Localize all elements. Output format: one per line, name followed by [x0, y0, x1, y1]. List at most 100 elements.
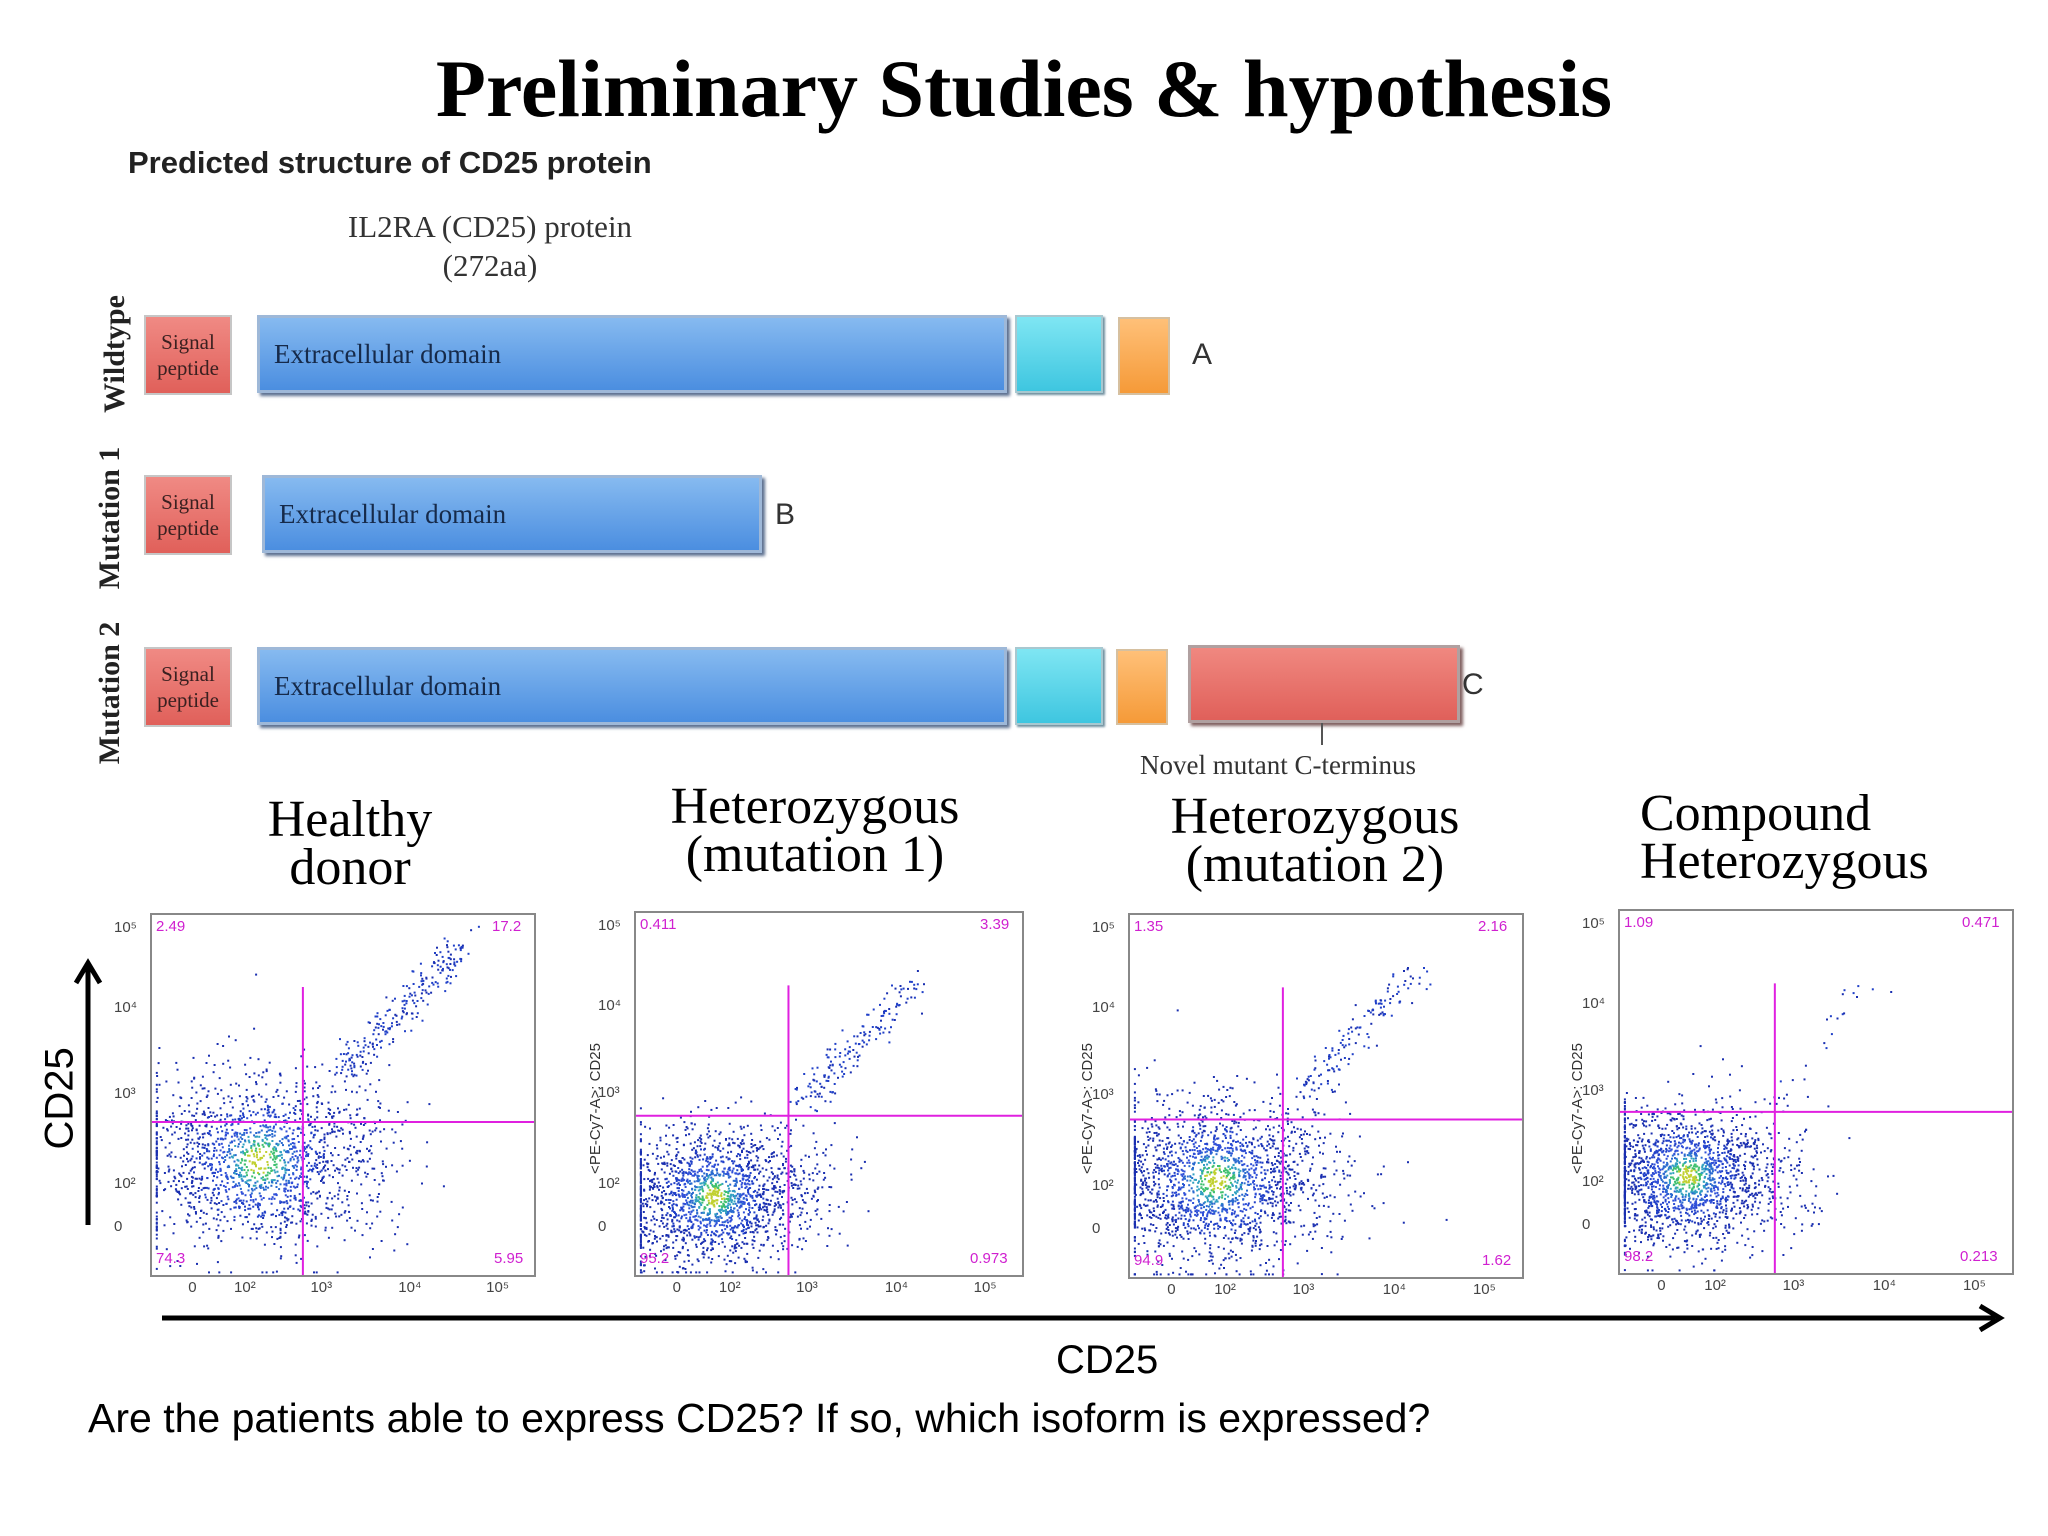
novel-terminus-pointer	[1321, 723, 1323, 745]
scatter-canvas-compound	[1620, 983, 2012, 1273]
group-title-line: (mutation 2)	[1185, 836, 1445, 893]
y-tick-label: 10³	[1092, 1086, 1114, 1103]
quadrant-lower-right-mut1: 0.973	[970, 1250, 1008, 1267]
y-tick-label: 10⁴	[1092, 999, 1116, 1017]
y-tick-label: 10²	[1092, 1176, 1114, 1194]
novel-terminus-label: Novel mutant C-terminus	[1140, 750, 1416, 780]
x-tick-label: 10⁴	[1382, 1281, 1406, 1298]
x-tick-label: 10⁴	[398, 1279, 422, 1296]
y-tick-label: 10²	[598, 1174, 620, 1192]
isoform-letter-b: B	[775, 498, 796, 531]
protein-length: (272aa)	[442, 248, 538, 283]
scatter-points	[1133, 967, 1448, 1276]
scatter-points	[639, 970, 925, 1274]
x-axis-arrow	[162, 1303, 2005, 1333]
quadrant-lower-left-healthy: 74.3	[156, 1250, 186, 1267]
protein-label: IL2RA (CD25) protein (272aa)	[300, 207, 680, 285]
x-tick-label: 0	[1657, 1277, 1666, 1294]
x-tick-label: 10²	[1704, 1277, 1726, 1294]
y-tick-label: 0	[598, 1217, 607, 1235]
isoform-letter-a: A	[1192, 338, 1213, 371]
group-title-line: (mutation 1)	[685, 826, 945, 883]
y-tick-label: 10⁴	[1582, 995, 1606, 1013]
group-title-line: Heterozygous	[670, 778, 960, 835]
x-tick-label: 10²	[234, 1279, 256, 1296]
quadrant-lower-right-mut2: 1.62	[1482, 1252, 1512, 1269]
y-tick-label: 0	[114, 1218, 123, 1236]
quadrant-lower-right-compound: 0.213	[1960, 1248, 1998, 1265]
x-tick-label: 10²	[1214, 1281, 1236, 1298]
y-axis-label: CD25	[37, 1047, 82, 1150]
group-title-line: Heterozygous	[1640, 833, 1929, 890]
quadrant-lower-left-compound: 98.2	[1624, 1248, 1654, 1265]
row-label-mutation-2: Mutation 2	[93, 621, 126, 765]
group-title-line: Healthy	[267, 791, 433, 848]
plot-ylabel-mut2: <PE-Cy7-A>: CD25	[1078, 1043, 1096, 1174]
flow-plot-healthy	[150, 913, 536, 1277]
quadrant-upper-right-healthy: 17.2	[492, 918, 522, 935]
plot-ylabel-compound: <PE-Cy7-A>: CD25	[1568, 1043, 1586, 1174]
group-title-compound: Compound Heterozygous	[1640, 785, 1980, 890]
cytoplasmic-tail-mutation-2	[1116, 649, 1168, 725]
novel-c-terminus-block	[1188, 645, 1460, 723]
x-tick-label: 0	[188, 1279, 197, 1296]
y-tick-label: 10⁵	[1582, 915, 1605, 933]
group-title-line: Heterozygous	[1170, 788, 1460, 845]
extracellular-domain-wildtype: Extracellular domain	[257, 315, 1007, 393]
scatter-canvas-healthy	[152, 925, 534, 1275]
x-tick-label: 10³	[1782, 1277, 1805, 1294]
x-tick-label: 10⁵	[1962, 1277, 1986, 1294]
x-tick-label: 10⁵	[1472, 1281, 1496, 1298]
slide-title: Preliminary Studies & hypothesis	[435, 43, 1613, 134]
y-tick-label: 0	[1092, 1219, 1101, 1237]
scatter-points	[155, 925, 480, 1274]
x-tick-label: 10³	[310, 1279, 333, 1296]
y-axis-arrow	[73, 958, 103, 1225]
signal-peptide-wildtype: Signal peptide	[144, 315, 232, 395]
extracellular-domain-mutation-1: Extracellular domain	[262, 475, 762, 553]
y-tick-label: 10²	[114, 1175, 136, 1192]
scatter-points	[1623, 985, 1893, 1272]
x-tick-label: 10²	[718, 1279, 741, 1296]
protein-name: IL2RA (CD25) protein	[347, 209, 633, 244]
transmembrane-domain-mutation-2	[1015, 647, 1103, 725]
flow-plot-het-mutation-1	[634, 911, 1024, 1277]
x-tick-label: 0	[672, 1279, 681, 1296]
y-tick-label: 10²	[1582, 1172, 1604, 1190]
group-title-het-mutation-1: Heterozygous (mutation 1)	[640, 778, 990, 883]
group-title-healthy: Healthy donor	[200, 791, 500, 896]
scatter-canvas-mut1	[636, 970, 1022, 1275]
group-title-het-mutation-2: Heterozygous (mutation 2)	[1130, 788, 1500, 893]
y-tick-label: 10³	[1582, 1082, 1604, 1099]
x-tick-label: 10⁵	[973, 1279, 997, 1296]
x-tick-label: 10³	[796, 1279, 818, 1296]
y-tick-label: 10³	[114, 1085, 136, 1102]
isoform-letter-c: C	[1462, 668, 1484, 701]
group-title-line: Compound	[1640, 785, 1872, 842]
quadrant-upper-left-mut2: 1.35	[1134, 918, 1164, 935]
y-tick-label: 10⁵	[114, 919, 137, 937]
flow-plot-het-mutation-2	[1128, 913, 1524, 1279]
quadrant-lower-right-healthy: 5.95	[494, 1250, 524, 1267]
plot-ylabel-mut1: <PE-Cy7-A>: CD25	[586, 1043, 604, 1174]
signal-peptide-mutation-1: Signal peptide	[144, 475, 232, 555]
quadrant-lower-left-mut2: 94.9	[1134, 1252, 1164, 1269]
quadrant-lower-left-mut1: 95.2	[640, 1250, 670, 1267]
y-tick-label: 10⁴	[114, 998, 138, 1016]
scatter-canvas-mut2	[1130, 967, 1522, 1277]
question-text: Are the patients able to express CD25? I…	[88, 1395, 1431, 1441]
cytoplasmic-tail-wildtype	[1118, 317, 1170, 395]
section-title: Predicted structure of CD25 protein	[128, 145, 652, 180]
group-title-line: donor	[289, 839, 411, 896]
x-tick-label: 0	[1167, 1281, 1176, 1298]
signal-peptide-mutation-2: Signal peptide	[144, 647, 232, 727]
y-tick-label: 10⁴	[598, 997, 622, 1015]
x-tick-label: 10⁴	[1872, 1277, 1896, 1294]
y-tick-label: 0	[1582, 1215, 1591, 1233]
row-label-wildtype: Wildtype	[98, 295, 131, 413]
quadrant-upper-left-healthy: 2.49	[156, 918, 186, 935]
x-tick-label: 10⁵	[486, 1279, 510, 1296]
x-tick-label: 10⁴	[884, 1279, 909, 1296]
extracellular-domain-mutation-2: Extracellular domain	[257, 647, 1007, 725]
y-tick-label: 10⁵	[1092, 919, 1115, 937]
